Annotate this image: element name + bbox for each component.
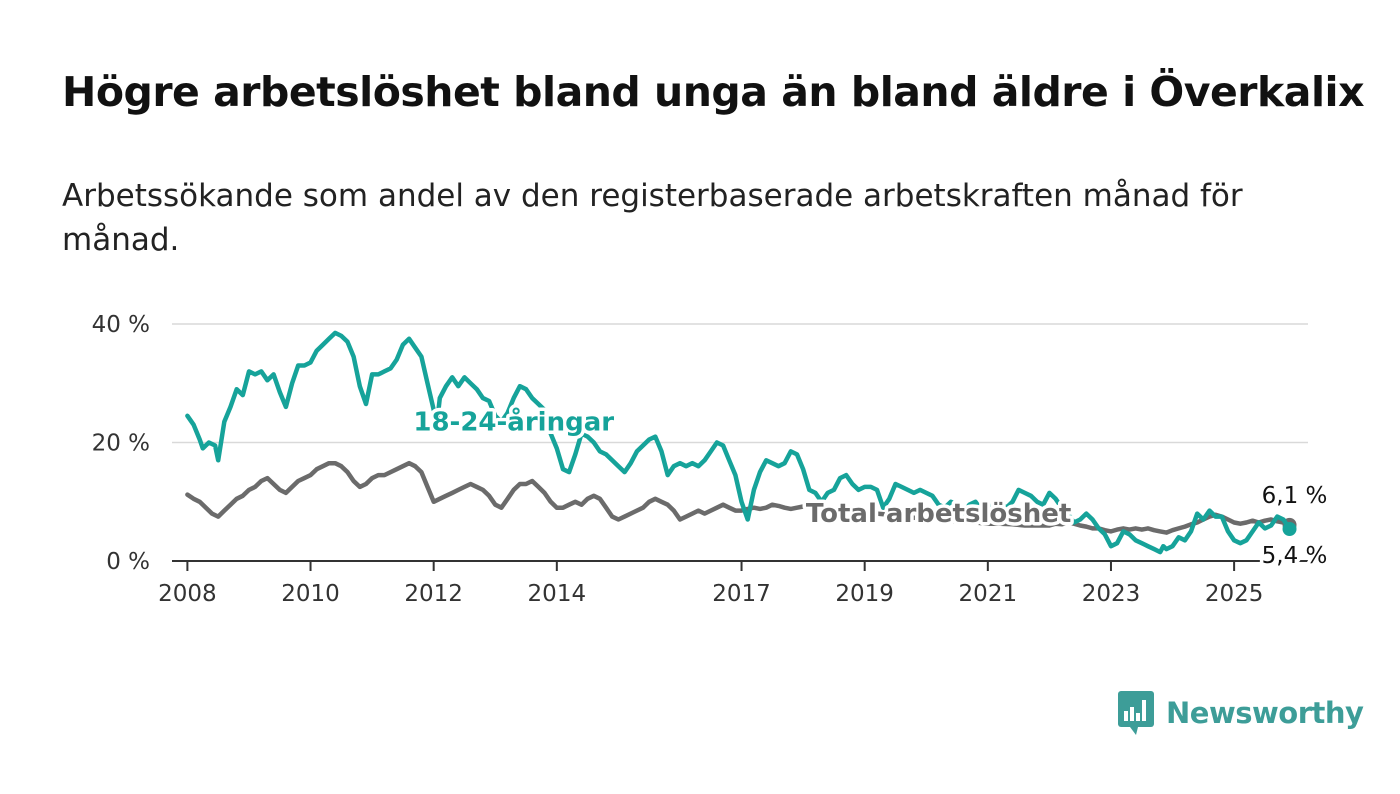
x-tick-label: 2017: [712, 581, 771, 607]
x-tick-label: 2025: [1205, 581, 1264, 607]
chart-series: [185, 330, 1297, 555]
brand-logo: Newsworthy: [1118, 690, 1364, 736]
x-tick-label: 2019: [835, 581, 894, 607]
y-tick-label: 40 %: [92, 312, 150, 338]
x-tick-label: 2023: [1082, 581, 1141, 607]
chart-title: Högre arbetslöshet bland unga än bland ä…: [62, 68, 1365, 116]
x-tick-label: 2021: [959, 581, 1018, 607]
x-tick-label: 2014: [528, 581, 587, 607]
brand-name: Newsworthy: [1166, 696, 1364, 730]
chart-subtitle: Arbetssökande som andel av den registerb…: [62, 178, 1243, 258]
series-line: [185, 460, 1292, 535]
chart-gridlines: [172, 323, 1308, 444]
x-axis: 2008 2010 2012 2014 2017 2019 2021 2023 2025: [158, 560, 1308, 607]
series-end-point: [1282, 522, 1297, 537]
y-tick-label: 20 %: [92, 431, 150, 457]
x-tick-label: 2008: [158, 581, 217, 607]
y-axis: 0 % 20 % 40 %: [92, 312, 150, 575]
series-label: 18-24-åringar: [413, 406, 614, 438]
series-label: Total arbetslöshet: [806, 499, 1071, 529]
x-tick-label: 2010: [281, 581, 340, 607]
x-tick-label: 2012: [404, 581, 463, 607]
chart-annotations: 18-24-åringar Total arbetslöshet 6,1 % 5,4 …: [410, 402, 1331, 572]
series-line: [185, 330, 1292, 555]
y-tick-label: 0 %: [106, 549, 150, 575]
bar-chart-speech-bubble-icon: [1118, 691, 1154, 735]
end-value-label: 6,1 %: [1262, 483, 1328, 509]
end-value-label: 5,4 %: [1262, 543, 1328, 569]
